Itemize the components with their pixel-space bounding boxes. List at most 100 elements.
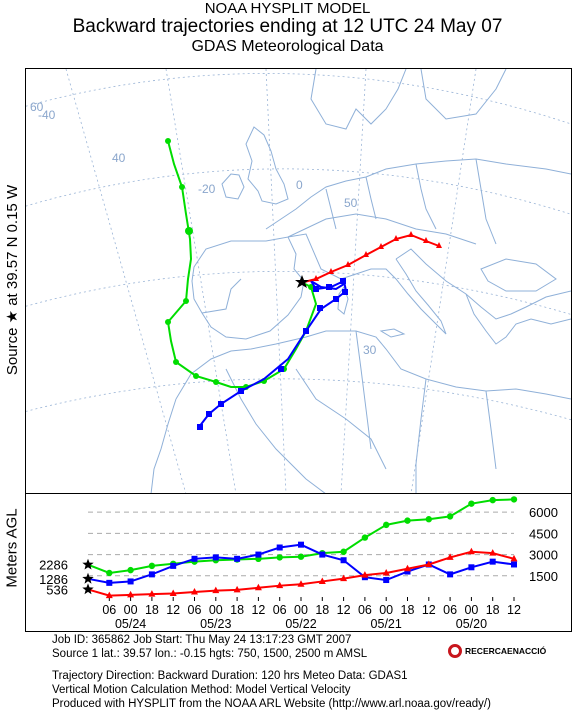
star-icon xyxy=(295,275,309,288)
lat-label-30: 30 xyxy=(363,343,377,357)
height-series-point xyxy=(169,589,177,596)
height-series-point xyxy=(446,513,454,520)
date-label: 05/22 xyxy=(285,617,316,631)
height-series-point xyxy=(404,517,411,524)
trajectory-markers-750m xyxy=(313,231,442,281)
height-series-point xyxy=(425,516,432,523)
height-series-point xyxy=(340,574,348,582)
x-tick-label: 18 xyxy=(230,603,244,617)
lon-label-0: 0 xyxy=(296,178,303,192)
trajectory-markers-1500m xyxy=(197,278,348,430)
coastlines xyxy=(150,68,572,495)
height-series-point xyxy=(254,583,262,591)
date-label: 05/20 xyxy=(456,617,487,631)
chart-y-axis-label: Meters AGL xyxy=(3,508,21,588)
star-icon xyxy=(82,583,94,595)
start-height-label: 536 xyxy=(46,582,68,597)
lat-label-60: 60 xyxy=(30,100,44,114)
y-tick-label: 6000 xyxy=(529,505,558,520)
height-chart-svg: 6000 4500 3000 1500 06 00 18 12 06 00 18 12 06 00 18 12… xyxy=(39,496,558,631)
height-series-point xyxy=(489,496,496,504)
y-tick-label: 1500 xyxy=(529,569,558,584)
star-icon xyxy=(82,572,94,584)
height-profile-chart: 6000 4500 3000 1500 06 00 18 12 06 00 18 12 06 00 18 12… xyxy=(25,493,572,632)
y-tick-label: 4500 xyxy=(529,526,558,541)
x-tick-label: 12 xyxy=(251,603,265,617)
map-svg: 60 50 40 30 -40 -20 0 xyxy=(15,68,575,495)
date-label: 05/24 xyxy=(115,617,146,631)
date-label: 05/21 xyxy=(371,617,402,631)
height-series-point xyxy=(383,521,390,529)
x-tick-label: 18 xyxy=(145,603,159,617)
x-tick-label: 18 xyxy=(401,603,415,617)
height-series-point xyxy=(361,571,369,578)
height-series-point xyxy=(425,560,433,567)
height-series-point xyxy=(489,549,497,556)
x-tick-label: 00 xyxy=(379,603,393,617)
lat-label-40: 40 xyxy=(112,151,126,165)
height-series-point xyxy=(127,566,134,574)
x-tick-label: 18 xyxy=(315,603,329,617)
height-series-point xyxy=(106,579,113,586)
data-source-title: GDAS Meteorological Data xyxy=(191,38,384,55)
lon-label-m40: -40 xyxy=(38,108,56,122)
x-tick-label: 12 xyxy=(507,603,521,617)
star-icon xyxy=(82,558,94,570)
height-series-point xyxy=(106,569,113,577)
height-series-line xyxy=(87,498,515,574)
height-series-point xyxy=(511,561,517,568)
x-tick-label: 06 xyxy=(358,603,372,617)
trajectory-map: 60 50 40 30 -40 -20 0 xyxy=(15,68,575,495)
height-series-point xyxy=(468,564,475,571)
x-tick-label: 18 xyxy=(486,603,500,617)
height-series-point xyxy=(212,554,219,561)
height-series-point xyxy=(340,548,347,555)
logo-ring-icon xyxy=(448,644,462,658)
height-series-point xyxy=(127,578,134,585)
height-series-point xyxy=(319,551,326,558)
height-series-point xyxy=(298,541,304,548)
footer-produced-with: Produced with HYSPLIT from the NOAA ARL … xyxy=(52,698,491,710)
height-series-point xyxy=(404,568,411,575)
footer-trajectory-info: Trajectory Direction: Backward Duration:… xyxy=(52,670,408,682)
x-tick-label: 00 xyxy=(124,603,138,617)
footer-vertical-method: Vertical Motion Calculation Method: Mode… xyxy=(52,684,351,696)
height-series-point xyxy=(127,590,135,598)
x-tick-label: 06 xyxy=(273,603,287,617)
height-series-point xyxy=(297,580,305,587)
height-series-point xyxy=(276,544,283,551)
height-series-point xyxy=(276,554,283,561)
x-tick-label: 06 xyxy=(188,603,202,617)
trajectory-line-750m xyxy=(303,233,440,283)
x-tick-label: 00 xyxy=(294,603,308,617)
lon-label-m20: -20 xyxy=(198,182,216,196)
height-series-point xyxy=(383,577,390,584)
model-title: NOAA HYSPLIT MODEL xyxy=(204,0,371,17)
plot-title: Backward trajectories ending at 12 UTC 2… xyxy=(72,16,503,37)
lat-label-50: 50 xyxy=(344,196,358,210)
x-tick-label: 06 xyxy=(102,603,116,617)
y-tick-label: 3000 xyxy=(529,548,558,563)
height-series-point xyxy=(468,500,475,507)
x-tick-label: 06 xyxy=(443,603,457,617)
height-series-point xyxy=(234,555,241,562)
height-series-point xyxy=(318,577,326,584)
height-series-point xyxy=(361,534,369,541)
source-location-label: Source ★ at 39.57 N 0.15 W xyxy=(4,184,21,376)
x-tick-label: 00 xyxy=(209,603,223,617)
height-series-point xyxy=(191,555,198,562)
height-series-point xyxy=(467,547,475,555)
height-series-point xyxy=(297,553,305,560)
height-series-point xyxy=(255,551,262,558)
start-height-label: 1286 xyxy=(39,572,68,587)
height-series-point xyxy=(212,586,220,594)
height-series-point xyxy=(191,588,198,595)
footer-source-info: Source 1 lat.: 39.57 lon.: -0.15 hgts: 7… xyxy=(52,648,368,660)
height-series-point xyxy=(510,554,518,562)
recerca-logo: RECERCAENACCIÓ xyxy=(448,640,556,662)
height-series-point xyxy=(148,590,156,597)
footer-job-info: Job ID: 365862 Job Start: Thu May 24 13:… xyxy=(52,634,352,646)
height-series-point xyxy=(447,571,454,578)
date-label: 05/23 xyxy=(200,617,231,631)
height-series-point xyxy=(340,557,347,564)
